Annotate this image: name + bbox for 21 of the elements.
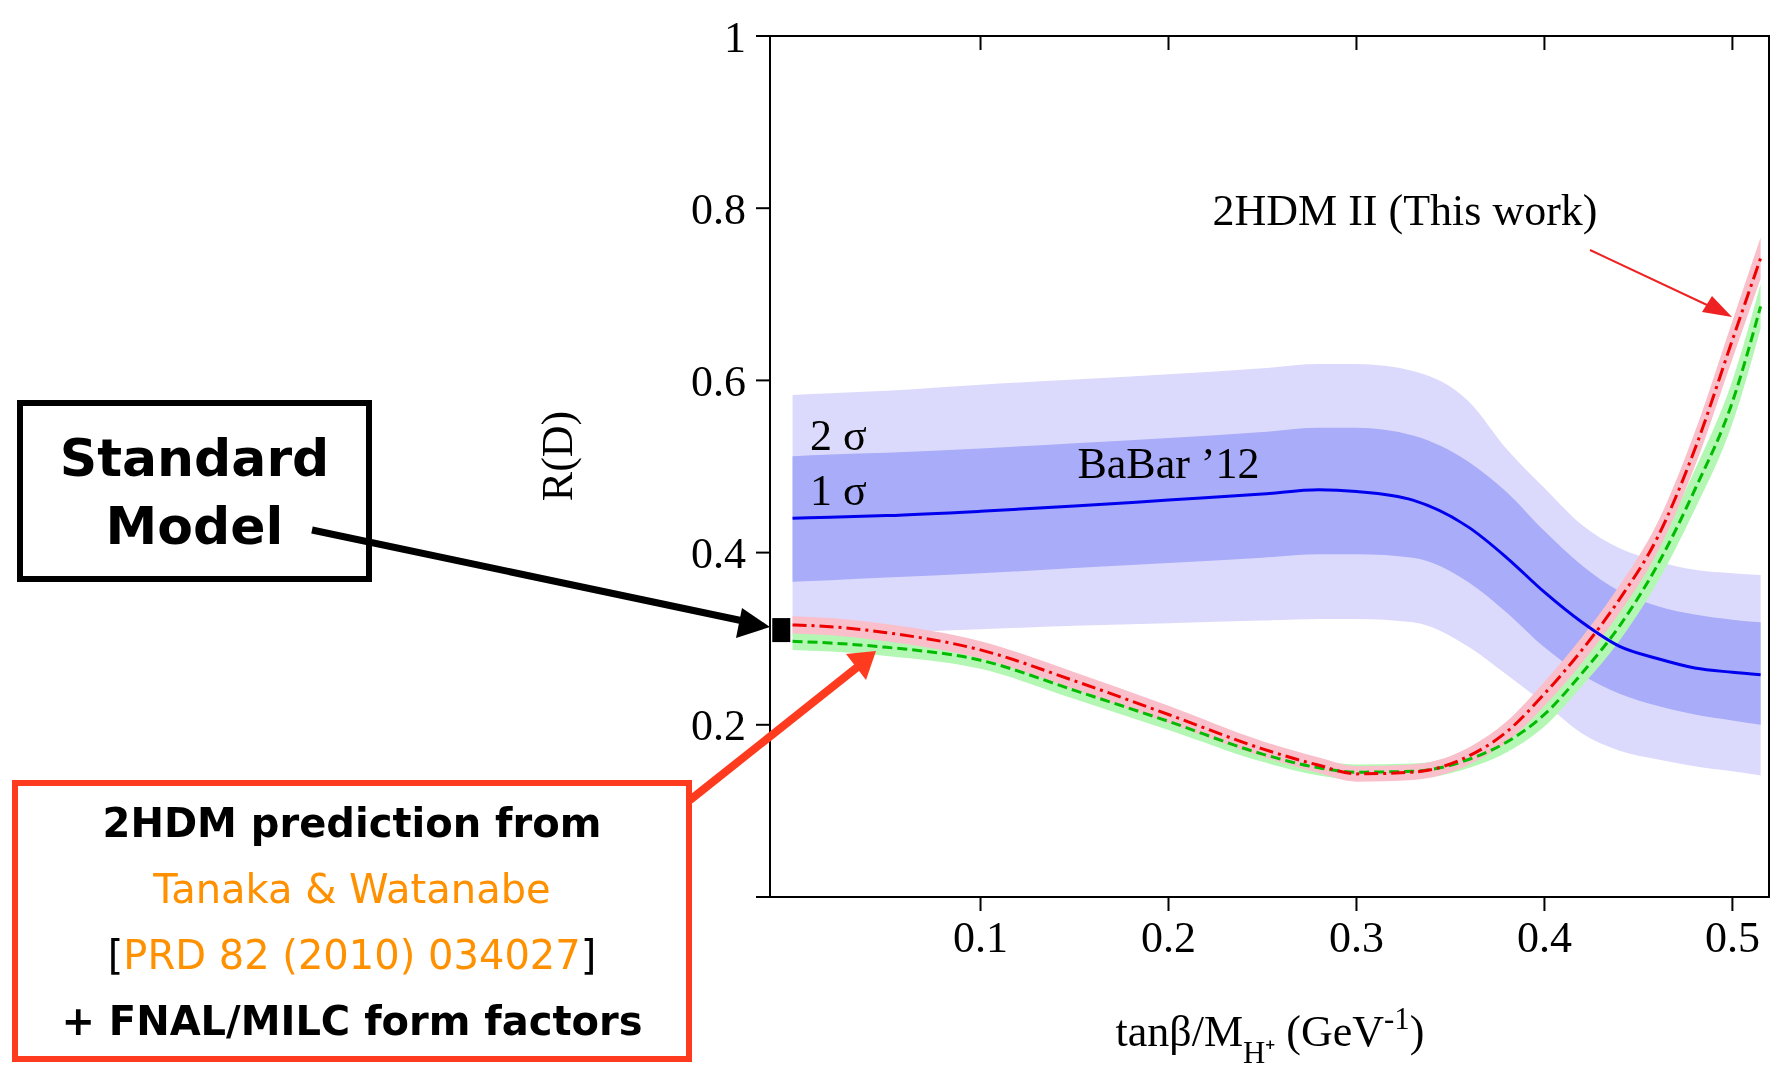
annotation: 1 σ (810, 466, 867, 515)
y-tick-label: 0.6 (691, 357, 746, 407)
x-tick-label: 0.5 (1704, 913, 1760, 963)
x-tick-label: 0.3 (1328, 913, 1384, 963)
text: Standard Model (17, 400, 372, 582)
y-tick-label: 0.2 (691, 701, 746, 751)
y-tick-label: 1 (724, 12, 746, 62)
series-label: BaBar ’12 (1077, 438, 1260, 488)
text: 2HDM prediction from (101, 799, 603, 848)
text: + FNAL/MILC form factors (60, 997, 644, 1046)
annotation: 2 σ (810, 411, 867, 460)
text: [PRD 82 (2010) 034027] (107, 932, 597, 978)
text: Tanaka & Watanabe (152, 865, 552, 914)
y-tick-label: 0.8 (691, 184, 746, 234)
x-axis-title: tanβ/M$_{H⁺}$ (GeV$^{-1}$) (1115, 1002, 1425, 1066)
x-tick-label: 0.4 (1516, 913, 1572, 963)
y-tick-label: 0.4 (691, 529, 746, 579)
y-axis-title: R(D) (533, 410, 582, 502)
x-tick-label: 0.2 (1141, 913, 1196, 963)
x-tick-label: 0.1 (953, 913, 1009, 963)
annotation: 2HDM II (This work) (1212, 186, 1598, 235)
